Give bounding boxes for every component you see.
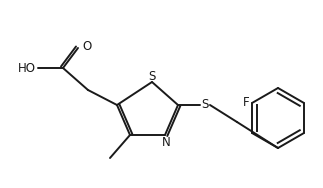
Text: F: F [242, 96, 249, 108]
Text: O: O [82, 40, 91, 54]
Text: N: N [162, 136, 170, 149]
Text: S: S [148, 70, 156, 83]
Text: S: S [201, 99, 209, 111]
Text: HO: HO [18, 61, 36, 74]
